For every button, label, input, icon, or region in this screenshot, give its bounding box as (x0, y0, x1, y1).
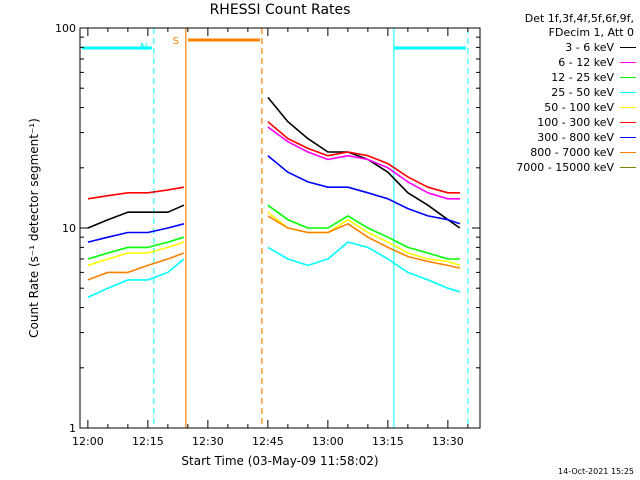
legend-entry: 800 - 7000 keV (480, 145, 636, 160)
x-axis-label: Start Time (03-May-09 11:58:02) (181, 454, 379, 468)
legend-entry: 100 - 300 keV (480, 115, 636, 130)
series-line-1 (267, 126, 460, 200)
legend-entry-label: 3 - 6 keV (565, 41, 614, 54)
series-line-3 (87, 241, 461, 299)
x-tick-label: 12:30 (192, 435, 224, 448)
legend-entry: 6 - 12 keV (480, 55, 636, 70)
legend-entry-label: 25 - 50 keV (551, 86, 614, 99)
y-axis-label: Count Rate (s⁻¹ detector segment⁻¹) (27, 118, 41, 338)
legend-swatch (620, 92, 636, 93)
series-line-0 (87, 96, 461, 229)
legend-entry: 3 - 6 keV (480, 40, 636, 55)
legend-entry-label: 300 - 800 keV (537, 131, 614, 144)
legend-entry-label: 100 - 300 keV (537, 116, 614, 129)
legend-swatch (620, 47, 636, 48)
legend: Det 1f,3f,4f,5f,6f,9f, FDecim 1, Att 0 3… (480, 12, 636, 175)
x-tick-label: 13:15 (372, 435, 404, 448)
legend-swatch (620, 137, 636, 138)
y-tick-label: 10 (62, 222, 76, 235)
x-tick-label: 12:15 (132, 435, 164, 448)
legend-entry-label: 12 - 25 keV (551, 71, 614, 84)
y-tick-label: 100 (55, 22, 76, 35)
legend-swatch (620, 107, 636, 108)
legend-swatch (620, 152, 636, 153)
legend-entry-label: 800 - 7000 keV (530, 146, 614, 159)
x-tick-label: 13:00 (312, 435, 344, 448)
x-tick-label: 13:30 (432, 435, 464, 448)
legend-swatch (620, 77, 636, 78)
night-label: N (140, 42, 147, 53)
generation-timestamp: 14-Oct-2021 15:25 (558, 467, 634, 476)
legend-entry: 50 - 100 keV (480, 100, 636, 115)
series-line-7 (87, 215, 461, 281)
plot-frame (79, 27, 481, 429)
legend-swatch (620, 62, 636, 63)
legend-entry: 12 - 25 keV (480, 70, 636, 85)
legend-entry-label: 50 - 100 keV (544, 101, 614, 114)
legend-entry: 7000 - 15000 keV (480, 160, 636, 175)
saa-label: S (173, 36, 179, 47)
x-tick-label: 12:45 (252, 435, 284, 448)
legend-swatch (620, 122, 636, 123)
series-line-2 (87, 204, 460, 260)
series-line-5 (87, 121, 460, 200)
legend-entry-label: 7000 - 15000 keV (516, 161, 614, 174)
y-tick-label: 1 (69, 422, 76, 435)
chart-title: RHESSI Count Rates (209, 2, 351, 18)
legend-header-line-1: Det 1f,3f,4f,5f,6f,9f, (524, 12, 634, 25)
legend-entry: 25 - 50 keV (480, 85, 636, 100)
series-line-6 (87, 155, 461, 243)
x-tick-label: 12:00 (72, 435, 104, 448)
legend-header-line-2: FDecim 1, Att 0 (548, 26, 634, 39)
legend-swatch (620, 167, 636, 168)
legend-entry: 300 - 800 keV (480, 130, 636, 145)
legend-entry-label: 6 - 12 keV (558, 56, 614, 69)
